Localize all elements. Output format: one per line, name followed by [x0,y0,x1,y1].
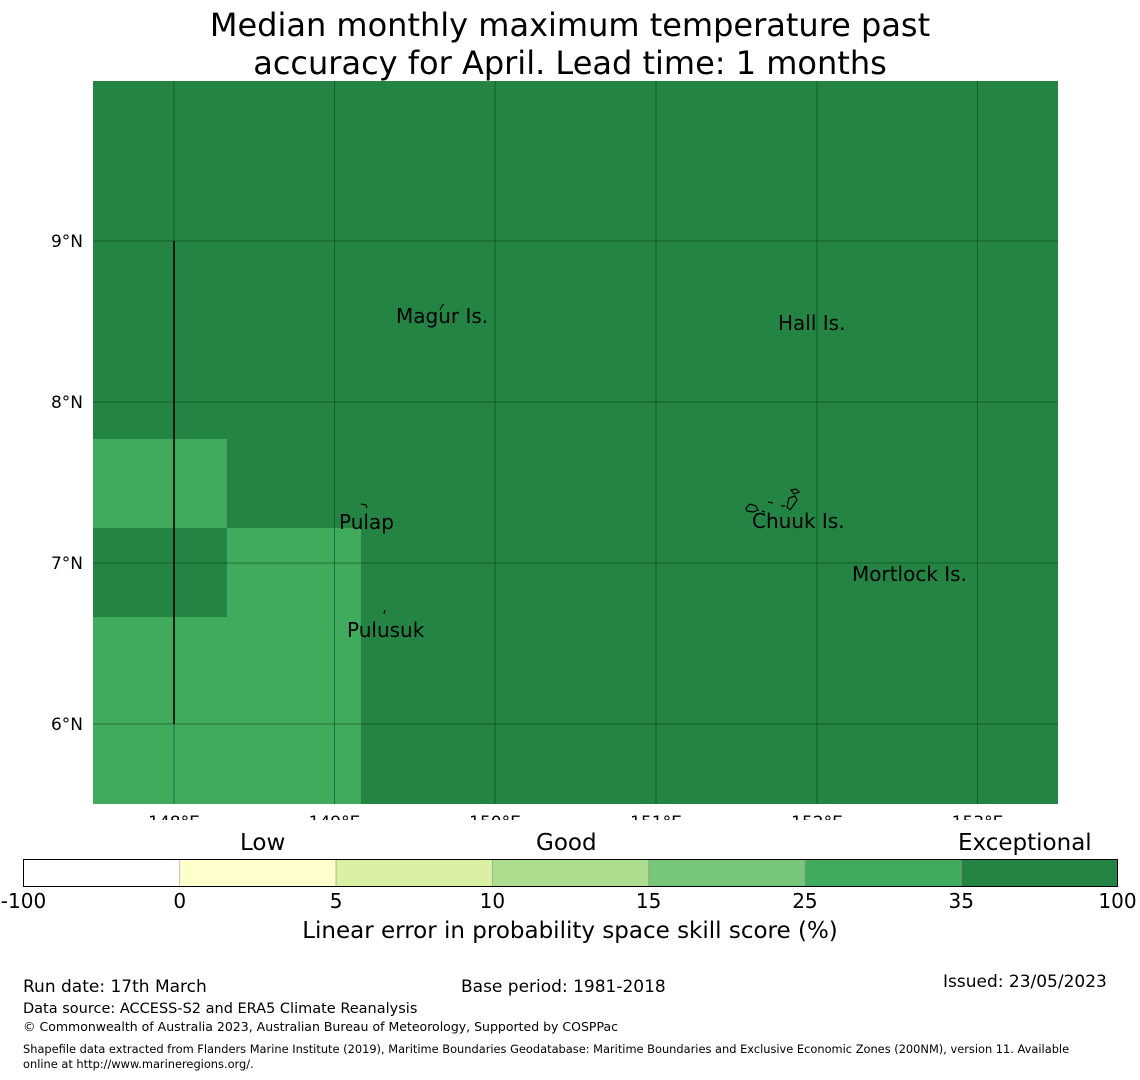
island-pulap [360,503,368,509]
place-label: Hall Is. [778,311,845,335]
skill-cell-good [93,439,227,528]
shapefile-credit-line-2: online at http://www.marineregions.org/. [23,1057,254,1071]
lat-tick-label: 6°N [51,715,83,735]
island-chuuk [745,488,801,513]
place-label: Pulusuk [347,618,425,642]
lon-tick-label: 150°E [469,813,521,820]
colorbar-segment [23,859,181,887]
place-label: Chuuk Is. [752,509,845,533]
title-line-2: accuracy for April. Lead time: 1 months [253,44,887,82]
colorbar-tick-label: 100 [1098,889,1137,913]
lat-tick-label: 8°N [51,393,83,413]
legend-category-good: Good [536,830,597,856]
colorbar-label: Linear error in probability space skill … [302,918,838,944]
colorbar-tick-label: 15 [635,889,662,913]
lon-tick-label: 152°E [791,813,843,820]
base-period: Base period: 1981-2018 [461,977,666,997]
lon-tick-label: 151°E [630,813,682,820]
colorbar [23,859,1118,887]
lat-tick-label: 7°N [51,554,83,574]
legend-category-low: Low [240,830,286,856]
island-magur [439,303,445,311]
map-canvas: 148°E 149°E 150°E 151°E 152°E 153°E 9°N … [51,81,1058,820]
colorbar-tick-label: 0 [173,889,187,913]
place-label: Pulap [339,510,394,534]
colorbar-segment [335,859,493,887]
colorbar-segment [179,859,337,887]
colorbar-tick-label: 25 [792,889,818,913]
colorbar-segment [804,859,962,887]
issued-date: Issued: 23/05/2023 [943,972,1107,992]
lon-tick-label: 148°E [148,813,200,820]
colorbar-tick-label: -100 [0,889,47,913]
graticule [93,81,1058,804]
legend-category-exceptional: Exceptional [958,830,1092,856]
run-date: Run date: 17th March [23,977,207,997]
colorbar-segment [648,859,806,887]
map-title: Median monthly maximum temperature past … [0,6,1140,82]
title-line-1: Median monthly maximum temperature past [209,6,931,44]
island-pulusuk [383,609,386,615]
colorbar-tick-label: 5 [329,889,343,913]
place-label: Mortlock Is. [852,562,967,586]
lat-tick-label: 9°N [51,232,83,252]
colorbar-segment [960,859,1118,887]
colorbar-tick-label: 35 [948,889,974,913]
skill-cell-good [227,528,361,617]
shapefile-credit-line-1: Shapefile data extracted from Flanders M… [23,1042,1070,1056]
place-label: Magur Is. [396,304,488,328]
lon-tick-label: 153°E [952,813,1004,820]
lon-tick-label: 149°E [309,813,361,820]
colorbar-segment [492,859,649,887]
colorbar-tick-label: 10 [479,889,506,913]
copyright: © Commonwealth of Australia 2023, Austra… [23,1019,618,1034]
skill-cell-good [93,617,361,804]
island-outlines [360,303,801,615]
data-source: Data source: ACCESS-S2 and ERA5 Climate … [23,1001,418,1017]
